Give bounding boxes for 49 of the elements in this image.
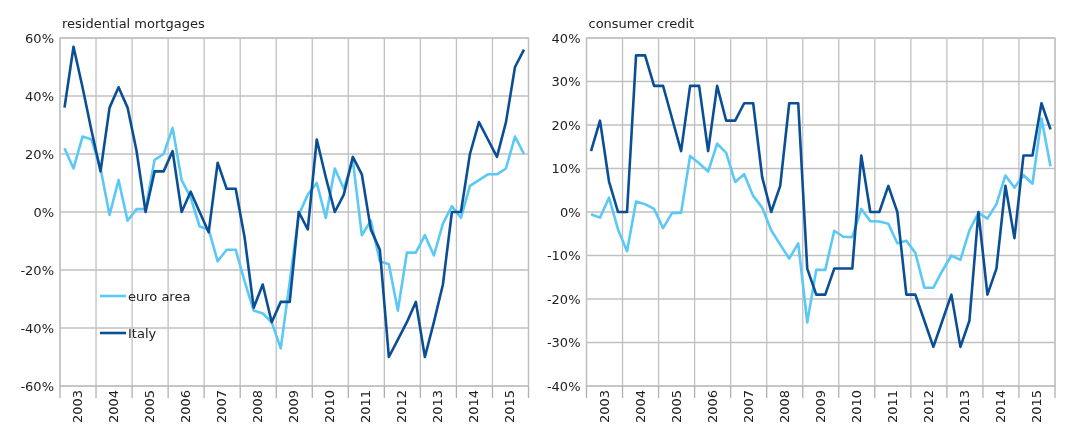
chart-title: residential mortgages [62, 16, 205, 31]
x-tick-label: 2011 [358, 390, 374, 424]
y-tick-label: -20% [546, 291, 581, 307]
x-tick-label: 2010 [322, 390, 338, 424]
x-tick-label: 2009 [286, 390, 302, 424]
x-tick-label: 2010 [848, 390, 864, 424]
y-tick-label: -20% [20, 262, 54, 278]
x-tick-label: 2004 [632, 390, 648, 424]
y-tick-label: 20% [25, 146, 54, 162]
x-tick-label: 2014 [992, 390, 1008, 424]
chart-title: consumer credit [588, 16, 695, 31]
x-tick-label: 2012 [920, 390, 936, 424]
x-tick-label: 2008 [776, 390, 792, 424]
y-tick-label: 0% [33, 204, 54, 220]
y-tick-label: 0% [559, 204, 581, 220]
y-tick-label: -40% [546, 378, 581, 394]
y-tick-label: -40% [20, 320, 54, 336]
x-tick-label: 2003 [70, 390, 86, 424]
x-tick-label: 2013 [430, 390, 446, 424]
x-tick-label: 2003 [596, 390, 612, 424]
y-tick-label: 60% [25, 30, 54, 46]
x-tick-label: 2007 [740, 390, 756, 424]
x-tick-label: 2015 [1028, 390, 1044, 424]
legend-label: euro area [128, 288, 191, 304]
x-tick-label: 2005 [142, 390, 158, 424]
y-tick-label: 10% [551, 161, 581, 177]
legend-label: Italy [128, 325, 157, 341]
x-tick-label: 2006 [178, 390, 194, 424]
x-tick-label: 2008 [250, 390, 266, 424]
y-tick-label: 30% [551, 74, 581, 90]
line-series [63, 45, 526, 359]
x-tick-label: 2004 [106, 390, 122, 424]
y-tick-label: 40% [551, 30, 581, 46]
line-series [589, 54, 1052, 349]
x-tick-label: 2011 [884, 390, 900, 424]
y-tick-label: -10% [546, 248, 581, 264]
x-tick-label: 2012 [394, 390, 410, 424]
x-tick-label: 2006 [704, 390, 720, 424]
y-tick-label: -30% [546, 335, 581, 351]
x-tick-label: 2005 [668, 390, 684, 424]
y-tick-label: -60% [20, 378, 54, 394]
x-tick-label: 2007 [214, 390, 230, 424]
x-tick-label: 2009 [812, 390, 828, 424]
y-tick-label: 40% [25, 88, 54, 104]
x-tick-label: 2013 [956, 390, 972, 424]
y-tick-label: 20% [551, 117, 581, 133]
x-tick-label: 2014 [466, 390, 482, 424]
x-tick-label: 2015 [502, 390, 518, 424]
line-series [589, 117, 1052, 324]
